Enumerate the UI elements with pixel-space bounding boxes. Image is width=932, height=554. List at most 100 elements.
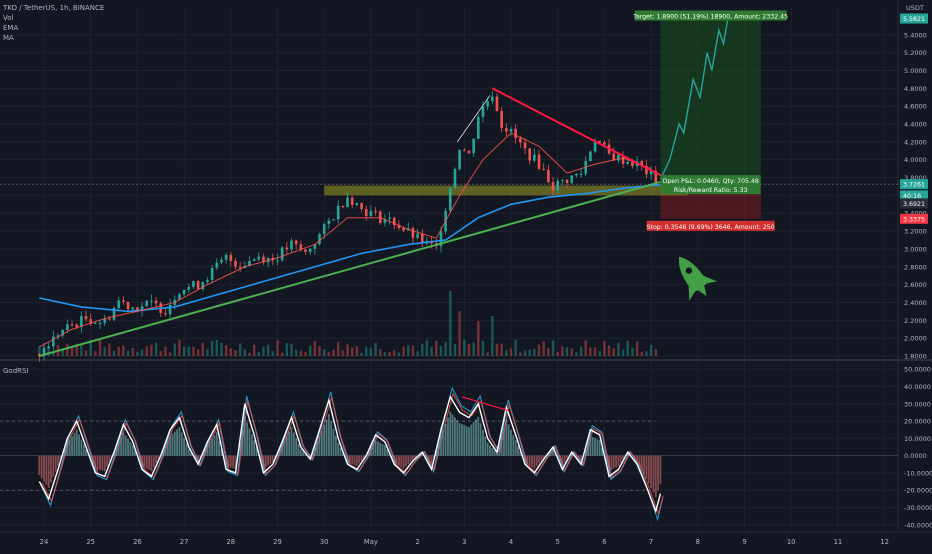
osc-hist-bar	[452, 414, 454, 455]
legend-ema[interactable]: EMA	[3, 23, 104, 33]
volume-bar	[402, 347, 404, 356]
osc-hist-bar	[477, 417, 479, 456]
volume-bar	[230, 348, 232, 356]
osc-hist-bar	[615, 456, 617, 468]
stop-label-text: Stop: 0.3546 (9.69%) 3646, Amount: 250	[647, 224, 775, 231]
volume-bar	[118, 347, 120, 356]
volume-bar	[323, 349, 325, 356]
candle-body	[458, 150, 461, 169]
osc-hist-bar	[410, 456, 412, 462]
osc-hist-bar	[449, 412, 451, 456]
osc-hist-bar	[648, 456, 650, 484]
osc-hist-bar	[151, 456, 153, 472]
candle-body	[215, 263, 218, 268]
oscillator-title[interactable]: GodRSI	[3, 366, 29, 376]
candle-body	[220, 260, 223, 263]
volume-bar	[244, 349, 246, 356]
candle-body	[206, 280, 209, 282]
volume-bar	[253, 345, 255, 356]
osc-hist-bar	[470, 425, 472, 456]
osc-hist-bar	[153, 456, 155, 468]
candle-body	[323, 224, 326, 234]
osc-hist-bar	[384, 445, 386, 455]
osc-hist-bar	[620, 456, 622, 463]
osc-hist-bar	[459, 423, 461, 455]
osc-hist-bar	[300, 449, 302, 455]
volume-bar	[575, 352, 577, 356]
volume-bar	[155, 342, 157, 356]
volume-bar	[267, 345, 269, 356]
osc-hist-bar	[538, 456, 540, 464]
price-marker-label: 5.5821	[903, 16, 925, 23]
legend-ma[interactable]: MA	[3, 33, 104, 43]
volume-bar	[160, 351, 162, 356]
time-tick-label: 10	[787, 538, 796, 546]
volume-bar	[80, 345, 82, 356]
candle-body	[575, 174, 578, 176]
candle-body	[556, 181, 559, 191]
osc-hist-bar	[214, 436, 216, 456]
osc-hist-bar	[454, 417, 456, 455]
volume-bar	[304, 352, 306, 356]
price-tick-label: 4.8000	[904, 85, 927, 93]
osc-hist-bar	[613, 456, 615, 469]
candle-body	[295, 241, 298, 245]
candle-body	[131, 307, 134, 309]
candle-body	[66, 324, 69, 330]
osc-hist-bar	[179, 427, 181, 456]
volume-bar	[454, 344, 456, 356]
osc-hist-bar	[267, 456, 269, 466]
osc-tick-label: 20.0000	[904, 418, 931, 426]
volume-bar	[351, 347, 353, 356]
volume-bar	[589, 347, 591, 356]
volume-bar	[524, 350, 526, 356]
candle-body	[225, 255, 228, 260]
osc-hist-bar	[487, 443, 489, 456]
volume-bar	[617, 343, 619, 356]
volume-bar	[295, 350, 297, 356]
osc-hist-bar	[657, 456, 659, 491]
volume-bar	[99, 340, 101, 356]
volume-bar	[202, 343, 204, 356]
volume-bar	[286, 343, 288, 356]
volume-bar	[262, 347, 264, 356]
candle-body	[337, 206, 340, 220]
candle-body	[183, 290, 186, 294]
risk-reward-label: Risk/Reward Ratio: 5.33	[661, 184, 761, 194]
osc-hist-bar	[473, 422, 475, 456]
symbol-title[interactable]: TKO / TetherUS, 1h, BINANCE	[3, 3, 104, 13]
candle-body	[631, 162, 634, 166]
osc-hist-bar	[106, 456, 108, 467]
osc-hist-bar	[379, 443, 381, 456]
osc-hist-bar	[655, 456, 657, 498]
osc-hist-bar	[125, 436, 127, 456]
osc-hist-bar	[447, 418, 449, 456]
candle-body	[486, 101, 489, 106]
osc-hist-bar	[480, 423, 482, 455]
osc-hist-bar	[599, 440, 601, 456]
time-tick-label: 25	[86, 538, 95, 546]
volume-bar	[234, 350, 236, 356]
time-tick-label: 9	[742, 538, 746, 546]
volume-bar	[585, 340, 587, 356]
price-tick-label: 4.2000	[904, 138, 927, 146]
osc-hist-bar	[618, 456, 620, 466]
volume-bar	[248, 353, 250, 356]
legend-vol[interactable]: Vol	[3, 13, 104, 23]
volume-bar	[318, 346, 320, 356]
osc-hist-bar	[361, 456, 363, 461]
volume-bar	[258, 352, 260, 356]
candle-body	[552, 182, 555, 190]
volume-bar	[192, 347, 194, 356]
time-tick-label: 27	[180, 538, 189, 546]
osc-hist-bar	[398, 456, 400, 466]
volume-bar	[505, 350, 507, 356]
volume-bar	[136, 352, 138, 356]
osc-hist-bar	[218, 441, 220, 456]
candle-body	[374, 211, 377, 212]
osc-hist-bar	[52, 456, 54, 477]
osc-hist-bar	[50, 456, 52, 483]
volume-bar	[374, 343, 376, 356]
osc-hist-bar	[646, 456, 648, 479]
